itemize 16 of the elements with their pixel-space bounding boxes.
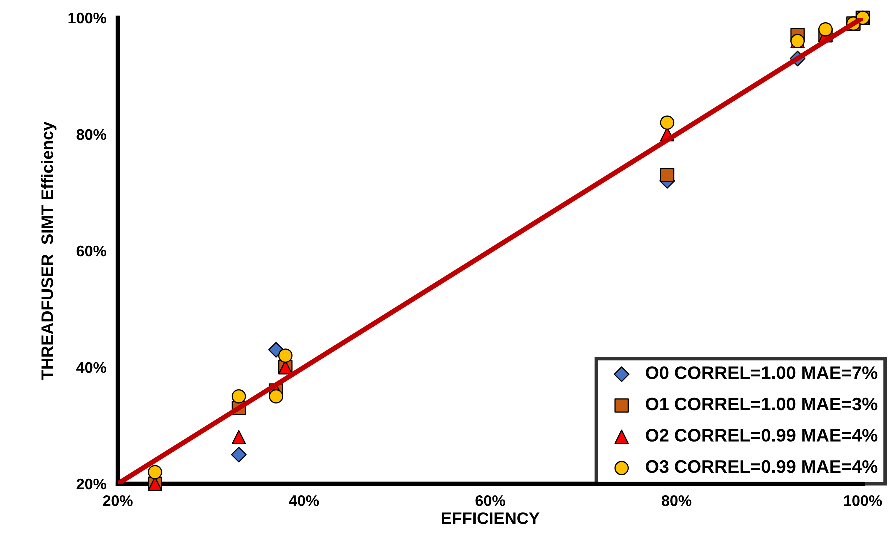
x-tick-label: 40% (289, 496, 320, 506)
y-tick-label: 20% (76, 478, 106, 490)
x-tick-label: 80% (662, 496, 692, 506)
x-axis-title: EFFICIENCY (442, 512, 540, 524)
y-tick-label: 100% (68, 12, 106, 24)
x-tick-label: 60% (476, 496, 506, 506)
legend-label: O1 CORREL=1.00 MAE=3% (646, 398, 878, 411)
x-tick-label: 20% (103, 496, 133, 506)
x-tick-label: 100% (844, 496, 882, 506)
legend-label: O0 CORREL=1.00 MAE=7% (646, 366, 878, 380)
y-tick-label: 60% (76, 246, 106, 257)
y-tick-label: 40% (76, 362, 106, 374)
legend-label: O2 CORREL=0.99 MAE=4% (646, 429, 878, 442)
legend-label: O3 CORREL=0.99 MAE=4% (646, 460, 878, 474)
y-axis-title: THREADFUSER SIMT Efficiency (41, 122, 57, 380)
y-tick-label: 80% (76, 129, 106, 140)
